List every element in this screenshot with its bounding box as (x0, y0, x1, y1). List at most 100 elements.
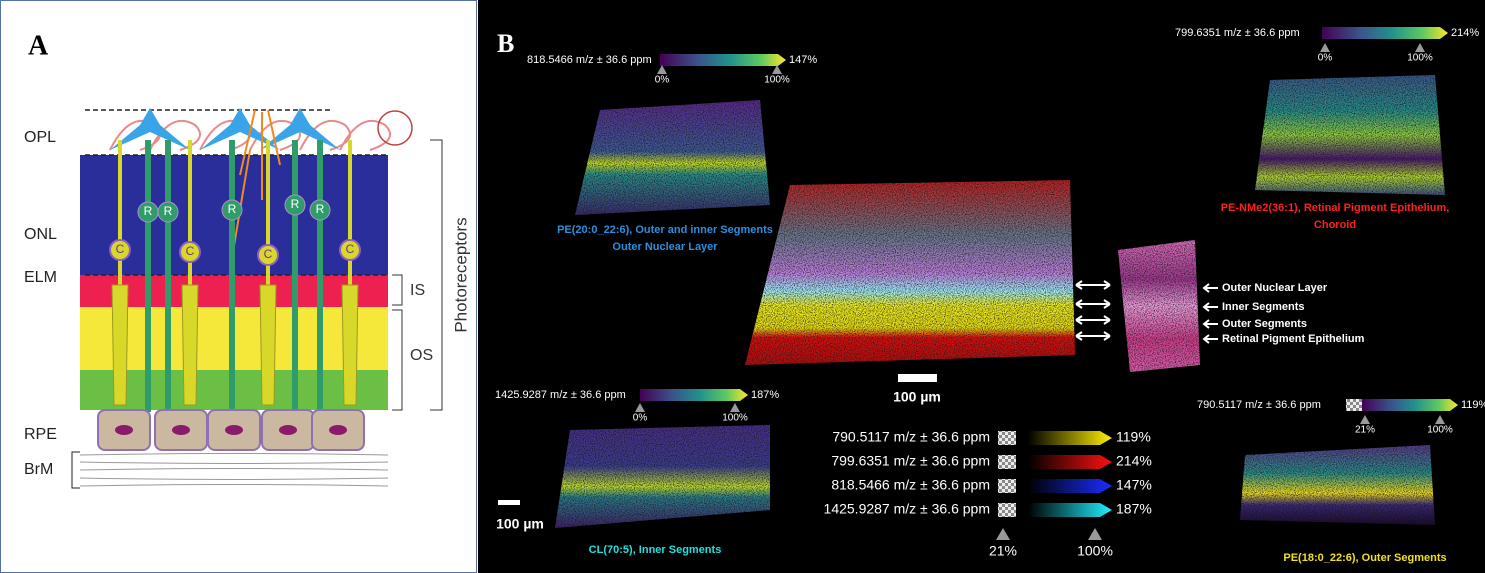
panel-letter: A (28, 30, 49, 61)
layer-label: Inner Segments (1222, 301, 1305, 313)
figure: A RRRRRCCCCOPLONLELMRPEBrMISOSPhotorecep… (0, 0, 1485, 573)
legend-max: 147% (1116, 477, 1152, 493)
page: {"panel_a": {"letter": "A", "layers": ["… (0, 0, 1485, 573)
legend-bar (1028, 455, 1112, 469)
rod-label: R (228, 202, 237, 216)
legend-mz: 790.5117 m/z ± 36.6 ppm (832, 429, 990, 445)
layer-label: ELM (24, 269, 57, 286)
rod (145, 140, 151, 412)
rod-label: R (291, 197, 300, 211)
colorbar-tick: 21% (1355, 425, 1375, 436)
overlay-image-texture (745, 180, 1075, 365)
colorbar-max: 187% (751, 389, 779, 401)
colorbar-tick: 0% (655, 75, 670, 86)
image-caption: PE(20:0_22:6), Outer and inner Segments (557, 224, 773, 236)
rod (317, 140, 323, 412)
mz-header: 799.6351 m/z ± 36.6 ppm (1175, 27, 1300, 39)
mz-header: 790.5117 m/z ± 36.6 ppm (1197, 399, 1321, 411)
rod-label: R (164, 204, 173, 218)
rod-label: R (316, 202, 325, 216)
rpe-nucleus (225, 425, 243, 435)
rpe-nucleus (172, 425, 190, 435)
layer-label: BrM (24, 461, 53, 478)
cone-body (260, 285, 276, 405)
checker (1346, 399, 1362, 411)
colorbar (1362, 399, 1458, 411)
layer-label: Retinal Pigment Epithelium (1222, 333, 1365, 345)
colorbar (640, 389, 748, 401)
legend-tick: 100% (1077, 543, 1113, 559)
colorbar-max: 147% (789, 54, 817, 66)
cone-label: C (264, 247, 273, 261)
legend-bar (1028, 479, 1112, 493)
layer-label: OPL (24, 129, 56, 146)
cone-body (182, 285, 198, 405)
cone-body (112, 285, 128, 405)
cone-label: C (116, 242, 125, 256)
checker (998, 503, 1016, 517)
mz-header: 1425.9287 m/z ± 36.6 ppm (495, 389, 626, 401)
group-label: Photoreceptors (451, 217, 470, 332)
colorbar (1322, 27, 1448, 39)
colorbar (660, 54, 786, 66)
ims-image-texture (555, 425, 770, 528)
colorbar-tick: 0% (1318, 53, 1333, 64)
ims-image-texture (1255, 75, 1445, 195)
cone-label: C (346, 242, 355, 256)
ims-image-texture (575, 100, 770, 215)
legend-max: 119% (1116, 429, 1151, 445)
colorbar-tick: 100% (764, 75, 790, 86)
mz-header: 818.5466 m/z ± 36.6 ppm (527, 54, 652, 66)
cone-label: C (186, 244, 195, 258)
image-caption: Choroid (1314, 219, 1356, 231)
legend-mz: 799.6351 m/z ± 36.6 ppm (831, 453, 990, 469)
checker (998, 455, 1016, 469)
legend-mz: 818.5466 m/z ± 36.6 ppm (831, 477, 990, 493)
checker (998, 431, 1016, 445)
colorbar-tick: 100% (1407, 53, 1433, 64)
bracket-label: IS (410, 282, 425, 299)
colorbar-tick: 100% (1427, 425, 1453, 436)
rpe-nucleus (329, 425, 347, 435)
colorbar-max: 214% (1451, 27, 1479, 39)
cone-axon (348, 140, 352, 290)
layer-label: RPE (24, 426, 57, 443)
layer-label: Outer Nuclear Layer (1222, 282, 1328, 294)
image-caption: CL(70:5), Inner Segments (589, 544, 722, 556)
scale-label: 100 µm (893, 389, 941, 405)
panel-b: B 818.5466 m/z ± 36.6 ppm 147% 0% 100% PE(20… (478, 0, 1485, 573)
cone-axon (188, 140, 192, 290)
he-image-texture (1118, 240, 1200, 372)
scale-label: 100 µm (496, 516, 544, 532)
legend-bar (1028, 503, 1112, 517)
rod (165, 140, 171, 412)
colorbar-tick: 100% (722, 413, 748, 424)
colorbar-tick: 0% (633, 413, 648, 424)
colorbar-max: 119% (1461, 399, 1485, 411)
cone-body (342, 285, 358, 405)
bracket-label: OS (410, 347, 433, 364)
scale-bar (498, 500, 520, 505)
layer-label: Outer Segments (1222, 318, 1307, 330)
legend-max: 187% (1116, 501, 1152, 517)
rpe-nucleus (115, 425, 133, 435)
scale-bar (898, 374, 937, 382)
cone-axon (266, 140, 270, 290)
checker (998, 479, 1016, 493)
legend-tick: 21% (989, 543, 1017, 559)
image-caption: PE(18:0_22:6), Outer Segments (1283, 552, 1446, 564)
rod (292, 140, 298, 412)
legend-bar (1028, 431, 1112, 445)
cone-axon (118, 140, 122, 290)
rpe-nucleus (279, 425, 297, 435)
layer-label: ONL (24, 226, 57, 243)
legend-max: 214% (1116, 453, 1152, 469)
image-caption: PE-NMe2(36:1), Retinal Pigment Epitheliu… (1221, 202, 1450, 214)
legend-mz: 1425.9287 m/z ± 36.6 ppm (824, 501, 990, 517)
panel-letter: B (497, 29, 514, 58)
rod (229, 140, 235, 412)
image-caption: Outer Nuclear Layer (612, 241, 718, 253)
ims-image-texture (1240, 445, 1435, 525)
rod-label: R (144, 204, 153, 218)
